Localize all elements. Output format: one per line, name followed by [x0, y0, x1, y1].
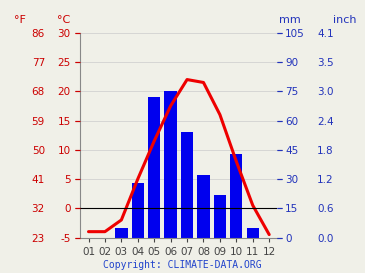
Bar [82, 238, 95, 239]
Bar [165, 91, 177, 238]
Bar [148, 97, 160, 238]
Text: °C: °C [57, 15, 70, 25]
Text: inch: inch [333, 15, 357, 25]
Bar [197, 175, 210, 238]
Bar [230, 154, 242, 238]
Text: mm: mm [279, 15, 301, 25]
Bar [263, 238, 275, 239]
Bar [132, 183, 144, 238]
Bar [214, 195, 226, 238]
Bar [181, 132, 193, 238]
Text: Copyright: CLIMATE-DATA.ORG: Copyright: CLIMATE-DATA.ORG [103, 260, 262, 270]
Bar [115, 228, 127, 238]
Bar [99, 238, 111, 239]
Text: °F: °F [14, 15, 26, 25]
Bar [247, 228, 259, 238]
